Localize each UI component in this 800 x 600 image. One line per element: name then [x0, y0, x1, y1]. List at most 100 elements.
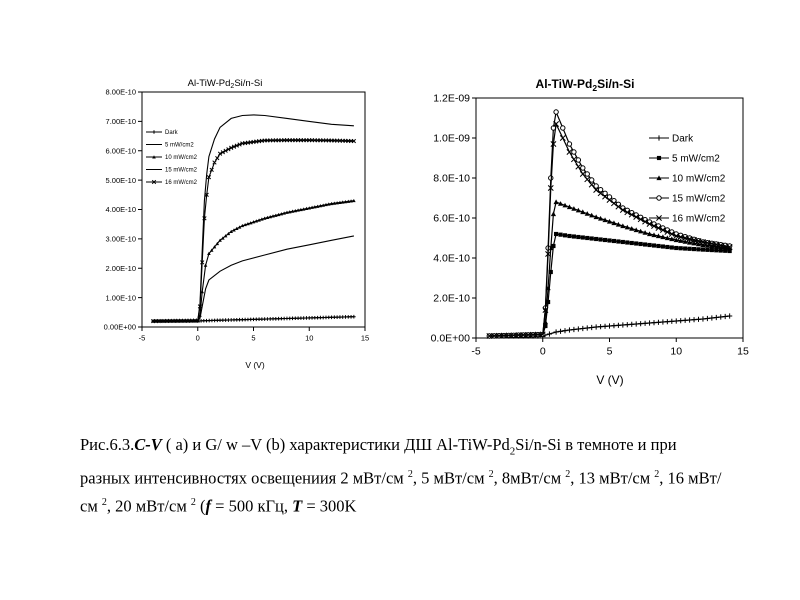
chart-a-ytick-label: 8.00E-10	[106, 88, 136, 97]
chart-b-xtick-label: -5	[471, 346, 480, 358]
caption-sup: 2	[190, 496, 196, 508]
chart-a-series-marker	[324, 202, 328, 207]
chart-b-series-marker	[713, 241, 720, 248]
chart-a-series-marker	[346, 199, 351, 203]
chart-b-series-marker	[687, 239, 693, 245]
chart-b-series-marker	[619, 207, 626, 213]
chart-a-series-marker	[329, 201, 334, 206]
chart-b-series-marker	[669, 236, 675, 242]
chart-a-legend-marker	[152, 155, 156, 159]
chart-a-series-marker	[215, 241, 220, 246]
chart-b-series-marker	[584, 176, 591, 183]
chart-b-series-marker	[677, 234, 684, 240]
chart-b-series-marker	[571, 234, 576, 239]
chart-a-ytick-label: 2.00E-10	[106, 264, 136, 273]
chart-b-series-marker	[655, 319, 662, 325]
chart-a: Al-TiW-Pd2Si/n-Si 0.00E+00 1.00E-10 2.00E-…	[104, 78, 370, 370]
chart-b-series-marker	[709, 247, 714, 253]
chart-b-legend-label: Dark	[672, 134, 694, 145]
chart-b-series-marker	[700, 316, 706, 322]
chart-b-series-marker	[566, 141, 573, 147]
chart-b-series-marker	[620, 322, 626, 328]
chart-a-series-line	[153, 200, 354, 322]
chart-b-series-marker	[602, 217, 608, 223]
chart-b-series-marker	[584, 171, 590, 177]
chart-b-series-marker	[625, 240, 630, 245]
chart-b-xtick-label: 15	[737, 346, 749, 358]
chart-a-xtick-label: 0	[196, 334, 200, 343]
chart-a-series-marker	[326, 202, 331, 206]
chart-a-series-marker	[352, 198, 356, 203]
chart-b-series-marker	[696, 247, 701, 252]
chart-b-series-marker	[570, 156, 577, 163]
chart-b-xtick-label: 5	[607, 346, 613, 358]
chart-b-series-marker	[598, 215, 604, 221]
chart-a-legend-label: 16 mW/cm2	[165, 180, 198, 186]
chart-b-series-marker	[616, 239, 621, 244]
caption-sup: 2	[654, 469, 660, 481]
chart-b-series-marker	[673, 237, 679, 243]
chart-b-series-marker	[624, 224, 630, 230]
chart-b-series-marker	[545, 251, 552, 257]
chart-a-series-marker	[307, 206, 312, 210]
chart-b-series-marker	[660, 319, 666, 325]
chart-b-series-marker	[651, 232, 657, 238]
chart-b: Al-TiW-Pd2Si/n-Si 0.0E+00 2.0E-10 4.0E-10 6…	[431, 77, 749, 387]
chart-a-xlabel: V (V)	[245, 360, 265, 370]
chart-a-ytick-label: 4.00E-10	[106, 205, 136, 214]
chart-b-series-marker	[659, 227, 666, 233]
chart-b-series-marker	[700, 242, 706, 248]
chart-a-legend-label: 5 mW/cm2	[165, 143, 194, 149]
chart-b-series-marker	[602, 323, 608, 329]
chart-a-series-marker	[293, 208, 298, 213]
chart-b-series-marker	[727, 313, 733, 319]
chart-b-series-marker	[558, 232, 563, 237]
chart-b-series-marker	[708, 240, 715, 247]
chart-b-legend-marker	[656, 155, 662, 161]
chart-a-series-marker	[340, 200, 345, 204]
chart-b-series-marker	[651, 243, 657, 248]
chart-b-series-marker	[638, 241, 643, 247]
chart-a-series-marker	[215, 155, 220, 161]
chart-b-series-marker	[553, 109, 559, 115]
chart-b-series-marker	[597, 186, 604, 193]
chart-b-series-marker	[593, 187, 600, 193]
chart-b-ytick-label: 1.2E-09	[433, 93, 470, 105]
chart-b-series-marker	[515, 332, 522, 339]
chart-b-series-marker	[593, 183, 599, 189]
chart-b-series-marker	[660, 244, 665, 249]
chart-b-series-marker	[547, 185, 554, 191]
chart-b-series-marker	[620, 239, 625, 245]
chart-b-series-marker	[606, 194, 613, 200]
chart-a-series-marker	[195, 318, 200, 323]
chart-b-ytick-label: 1.0E-09	[433, 133, 470, 145]
chart-b-series-marker	[567, 233, 572, 239]
chart-b-series-marker	[683, 246, 688, 251]
chart-b-series-marker	[669, 245, 674, 250]
chart-a-series-marker	[335, 201, 339, 205]
chart-b-series-marker	[664, 229, 671, 235]
chart-b-ytick-label: 4.0E-10	[433, 253, 470, 265]
chart-a-series-marker	[251, 220, 256, 224]
chart-b-series-marker	[633, 321, 639, 327]
chart-a-plot: 0.00E+00 1.00E-10 2.00E-10 3.00E-10 4.00E-10…	[104, 88, 370, 343]
chart-b-series-marker	[580, 325, 586, 332]
chart-b-series-marker	[559, 135, 566, 141]
chart-b-series-marker	[699, 239, 706, 245]
chart-a-series-marker	[265, 215, 270, 220]
chart-b-title: Al-TiW-Pd2Si/n-Si	[536, 77, 635, 93]
chart-b-series-marker	[615, 221, 621, 227]
chart-a-series-marker	[318, 204, 323, 208]
chart-b-series-marker	[691, 317, 697, 323]
chart-b-series-marker	[695, 238, 702, 244]
chart-b-legend-marker	[656, 175, 662, 181]
chart-b-series-marker	[629, 321, 635, 327]
chart-b-series-marker	[664, 319, 670, 325]
chart-a-series-marker	[351, 138, 357, 144]
caption-part-e: , 13 мВт/см	[570, 468, 655, 488]
chart-b-series-marker	[496, 332, 503, 339]
chart-a-series-marker	[279, 212, 284, 216]
chart-b-xtick-label: 10	[670, 346, 682, 358]
caption-part-i: = 500 кГц,	[211, 496, 293, 516]
chart-a-series-marker	[271, 214, 275, 218]
